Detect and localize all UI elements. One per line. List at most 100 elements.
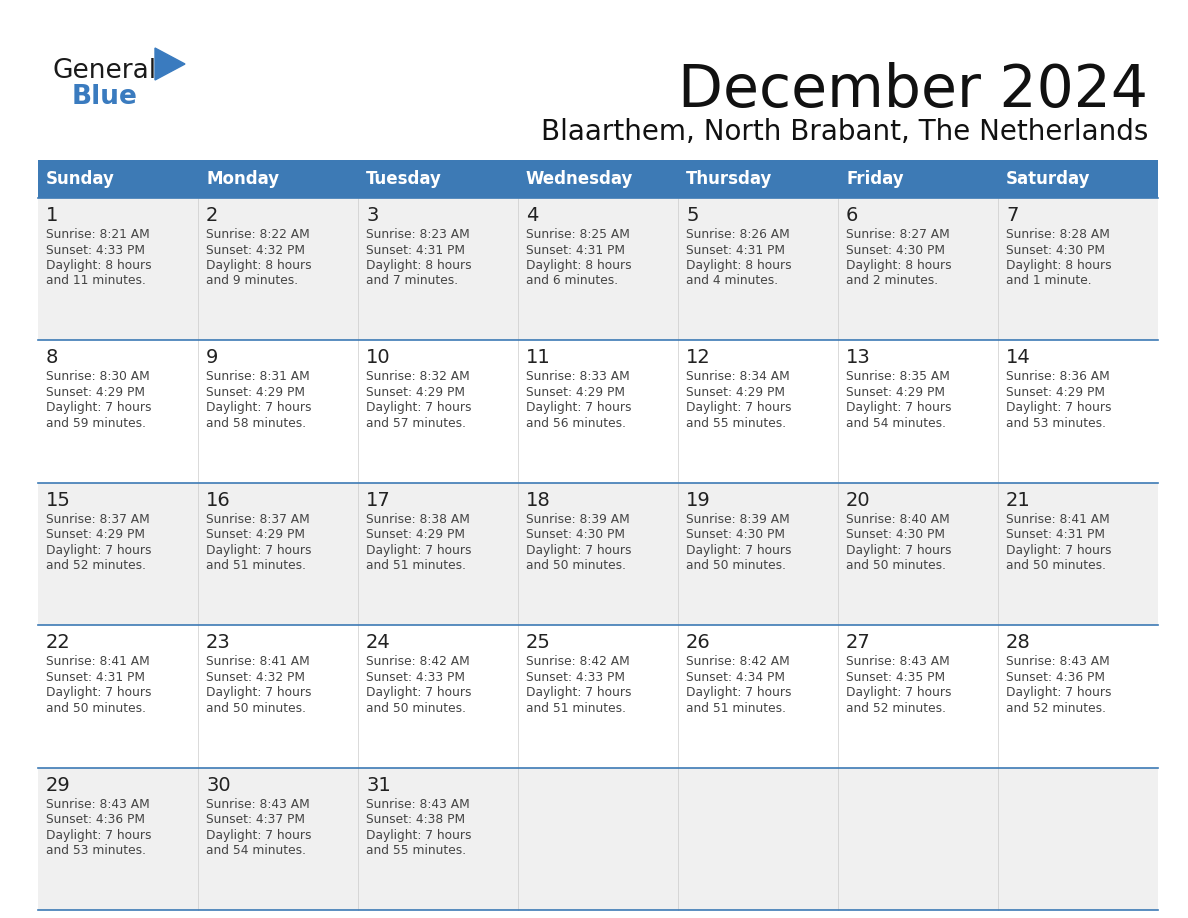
Text: Sunrise: 8:41 AM: Sunrise: 8:41 AM — [206, 655, 310, 668]
Text: and 9 minutes.: and 9 minutes. — [206, 274, 298, 287]
Text: and 50 minutes.: and 50 minutes. — [46, 701, 146, 715]
Text: Sunrise: 8:43 AM: Sunrise: 8:43 AM — [206, 798, 310, 811]
Text: Sunset: 4:30 PM: Sunset: 4:30 PM — [1006, 243, 1105, 256]
Text: Sunrise: 8:37 AM: Sunrise: 8:37 AM — [46, 513, 150, 526]
Text: and 2 minutes.: and 2 minutes. — [846, 274, 939, 287]
Text: 8: 8 — [46, 349, 58, 367]
Text: December 2024: December 2024 — [678, 62, 1148, 119]
Text: Sunset: 4:29 PM: Sunset: 4:29 PM — [46, 528, 145, 542]
Bar — [38, 160, 1158, 198]
Text: Sunset: 4:33 PM: Sunset: 4:33 PM — [366, 671, 465, 684]
Text: and 50 minutes.: and 50 minutes. — [526, 559, 626, 572]
Text: and 53 minutes.: and 53 minutes. — [1006, 417, 1106, 430]
Text: 7: 7 — [1006, 206, 1018, 225]
Text: Thursday: Thursday — [685, 170, 772, 188]
Text: 14: 14 — [1006, 349, 1031, 367]
Text: and 52 minutes.: and 52 minutes. — [1006, 701, 1106, 715]
Text: Friday: Friday — [846, 170, 904, 188]
Text: Sunrise: 8:36 AM: Sunrise: 8:36 AM — [1006, 370, 1110, 384]
Text: Sunset: 4:29 PM: Sunset: 4:29 PM — [685, 386, 785, 399]
Text: Sunset: 4:35 PM: Sunset: 4:35 PM — [846, 671, 946, 684]
Text: Daylight: 7 hours: Daylight: 7 hours — [526, 401, 632, 414]
Text: 21: 21 — [1006, 491, 1031, 509]
Text: Sunrise: 8:21 AM: Sunrise: 8:21 AM — [46, 228, 150, 241]
Text: Sunset: 4:31 PM: Sunset: 4:31 PM — [46, 671, 145, 684]
Text: and 7 minutes.: and 7 minutes. — [366, 274, 459, 287]
Text: 26: 26 — [685, 633, 710, 652]
Text: Sunset: 4:29 PM: Sunset: 4:29 PM — [46, 386, 145, 399]
Text: and 53 minutes.: and 53 minutes. — [46, 844, 146, 857]
Text: Sunset: 4:29 PM: Sunset: 4:29 PM — [366, 528, 465, 542]
Text: Sunset: 4:29 PM: Sunset: 4:29 PM — [206, 528, 305, 542]
Text: Sunrise: 8:42 AM: Sunrise: 8:42 AM — [366, 655, 469, 668]
Text: Sunset: 4:29 PM: Sunset: 4:29 PM — [366, 386, 465, 399]
Text: Daylight: 7 hours: Daylight: 7 hours — [46, 829, 152, 842]
Text: Daylight: 7 hours: Daylight: 7 hours — [846, 686, 952, 700]
Text: Daylight: 7 hours: Daylight: 7 hours — [46, 401, 152, 414]
Text: 16: 16 — [206, 491, 230, 509]
Text: and 58 minutes.: and 58 minutes. — [206, 417, 307, 430]
Text: and 52 minutes.: and 52 minutes. — [46, 559, 146, 572]
Text: Sunset: 4:30 PM: Sunset: 4:30 PM — [526, 528, 625, 542]
Text: 2: 2 — [206, 206, 219, 225]
Text: and 51 minutes.: and 51 minutes. — [685, 701, 786, 715]
Text: Daylight: 7 hours: Daylight: 7 hours — [366, 401, 472, 414]
Text: Sunset: 4:33 PM: Sunset: 4:33 PM — [46, 243, 145, 256]
Text: 20: 20 — [846, 491, 871, 509]
Text: 9: 9 — [206, 349, 219, 367]
Text: Sunrise: 8:39 AM: Sunrise: 8:39 AM — [685, 513, 790, 526]
Text: Daylight: 8 hours: Daylight: 8 hours — [685, 259, 791, 272]
Text: Daylight: 7 hours: Daylight: 7 hours — [526, 686, 632, 700]
Text: Sunrise: 8:41 AM: Sunrise: 8:41 AM — [1006, 513, 1110, 526]
Text: and 54 minutes.: and 54 minutes. — [206, 844, 307, 857]
Text: Sunrise: 8:37 AM: Sunrise: 8:37 AM — [206, 513, 310, 526]
Text: Sunset: 4:29 PM: Sunset: 4:29 PM — [206, 386, 305, 399]
Text: Daylight: 7 hours: Daylight: 7 hours — [846, 401, 952, 414]
Text: and 11 minutes.: and 11 minutes. — [46, 274, 146, 287]
Text: 11: 11 — [526, 349, 551, 367]
Bar — [38, 483, 1158, 625]
Text: 28: 28 — [1006, 633, 1031, 652]
Text: Sunset: 4:30 PM: Sunset: 4:30 PM — [846, 243, 944, 256]
Text: Sunset: 4:32 PM: Sunset: 4:32 PM — [206, 671, 305, 684]
Text: and 51 minutes.: and 51 minutes. — [206, 559, 307, 572]
Text: Sunrise: 8:30 AM: Sunrise: 8:30 AM — [46, 370, 150, 384]
Text: Sunset: 4:37 PM: Sunset: 4:37 PM — [206, 813, 305, 826]
Text: Daylight: 7 hours: Daylight: 7 hours — [526, 543, 632, 557]
Text: Tuesday: Tuesday — [366, 170, 442, 188]
Bar — [38, 198, 1158, 341]
Text: Sunrise: 8:39 AM: Sunrise: 8:39 AM — [526, 513, 630, 526]
Text: and 50 minutes.: and 50 minutes. — [846, 559, 946, 572]
Text: 3: 3 — [366, 206, 378, 225]
Text: and 59 minutes.: and 59 minutes. — [46, 417, 146, 430]
Text: Daylight: 8 hours: Daylight: 8 hours — [206, 259, 311, 272]
Text: Sunset: 4:31 PM: Sunset: 4:31 PM — [685, 243, 785, 256]
Text: 6: 6 — [846, 206, 859, 225]
Text: Blue: Blue — [72, 84, 138, 110]
Text: Sunrise: 8:38 AM: Sunrise: 8:38 AM — [366, 513, 470, 526]
Text: Sunrise: 8:43 AM: Sunrise: 8:43 AM — [846, 655, 949, 668]
Text: Daylight: 7 hours: Daylight: 7 hours — [206, 401, 311, 414]
Text: Sunset: 4:38 PM: Sunset: 4:38 PM — [366, 813, 466, 826]
Text: and 50 minutes.: and 50 minutes. — [366, 701, 466, 715]
Text: Blaarthem, North Brabant, The Netherlands: Blaarthem, North Brabant, The Netherland… — [541, 118, 1148, 146]
Text: Sunrise: 8:40 AM: Sunrise: 8:40 AM — [846, 513, 949, 526]
Text: Sunset: 4:29 PM: Sunset: 4:29 PM — [846, 386, 944, 399]
Text: Monday: Monday — [206, 170, 279, 188]
Text: Sunset: 4:30 PM: Sunset: 4:30 PM — [685, 528, 785, 542]
Text: Daylight: 7 hours: Daylight: 7 hours — [206, 543, 311, 557]
Text: Daylight: 7 hours: Daylight: 7 hours — [46, 543, 152, 557]
Text: and 50 minutes.: and 50 minutes. — [206, 701, 307, 715]
Text: 13: 13 — [846, 349, 871, 367]
Text: Sunset: 4:33 PM: Sunset: 4:33 PM — [526, 671, 625, 684]
Text: Sunset: 4:29 PM: Sunset: 4:29 PM — [1006, 386, 1105, 399]
Text: Daylight: 7 hours: Daylight: 7 hours — [366, 829, 472, 842]
Text: Sunset: 4:31 PM: Sunset: 4:31 PM — [526, 243, 625, 256]
Text: Daylight: 7 hours: Daylight: 7 hours — [366, 543, 472, 557]
Text: and 50 minutes.: and 50 minutes. — [1006, 559, 1106, 572]
Text: Sunset: 4:36 PM: Sunset: 4:36 PM — [1006, 671, 1105, 684]
Text: 5: 5 — [685, 206, 699, 225]
Text: Daylight: 7 hours: Daylight: 7 hours — [206, 829, 311, 842]
Text: Daylight: 7 hours: Daylight: 7 hours — [1006, 543, 1112, 557]
Text: Sunrise: 8:43 AM: Sunrise: 8:43 AM — [46, 798, 150, 811]
